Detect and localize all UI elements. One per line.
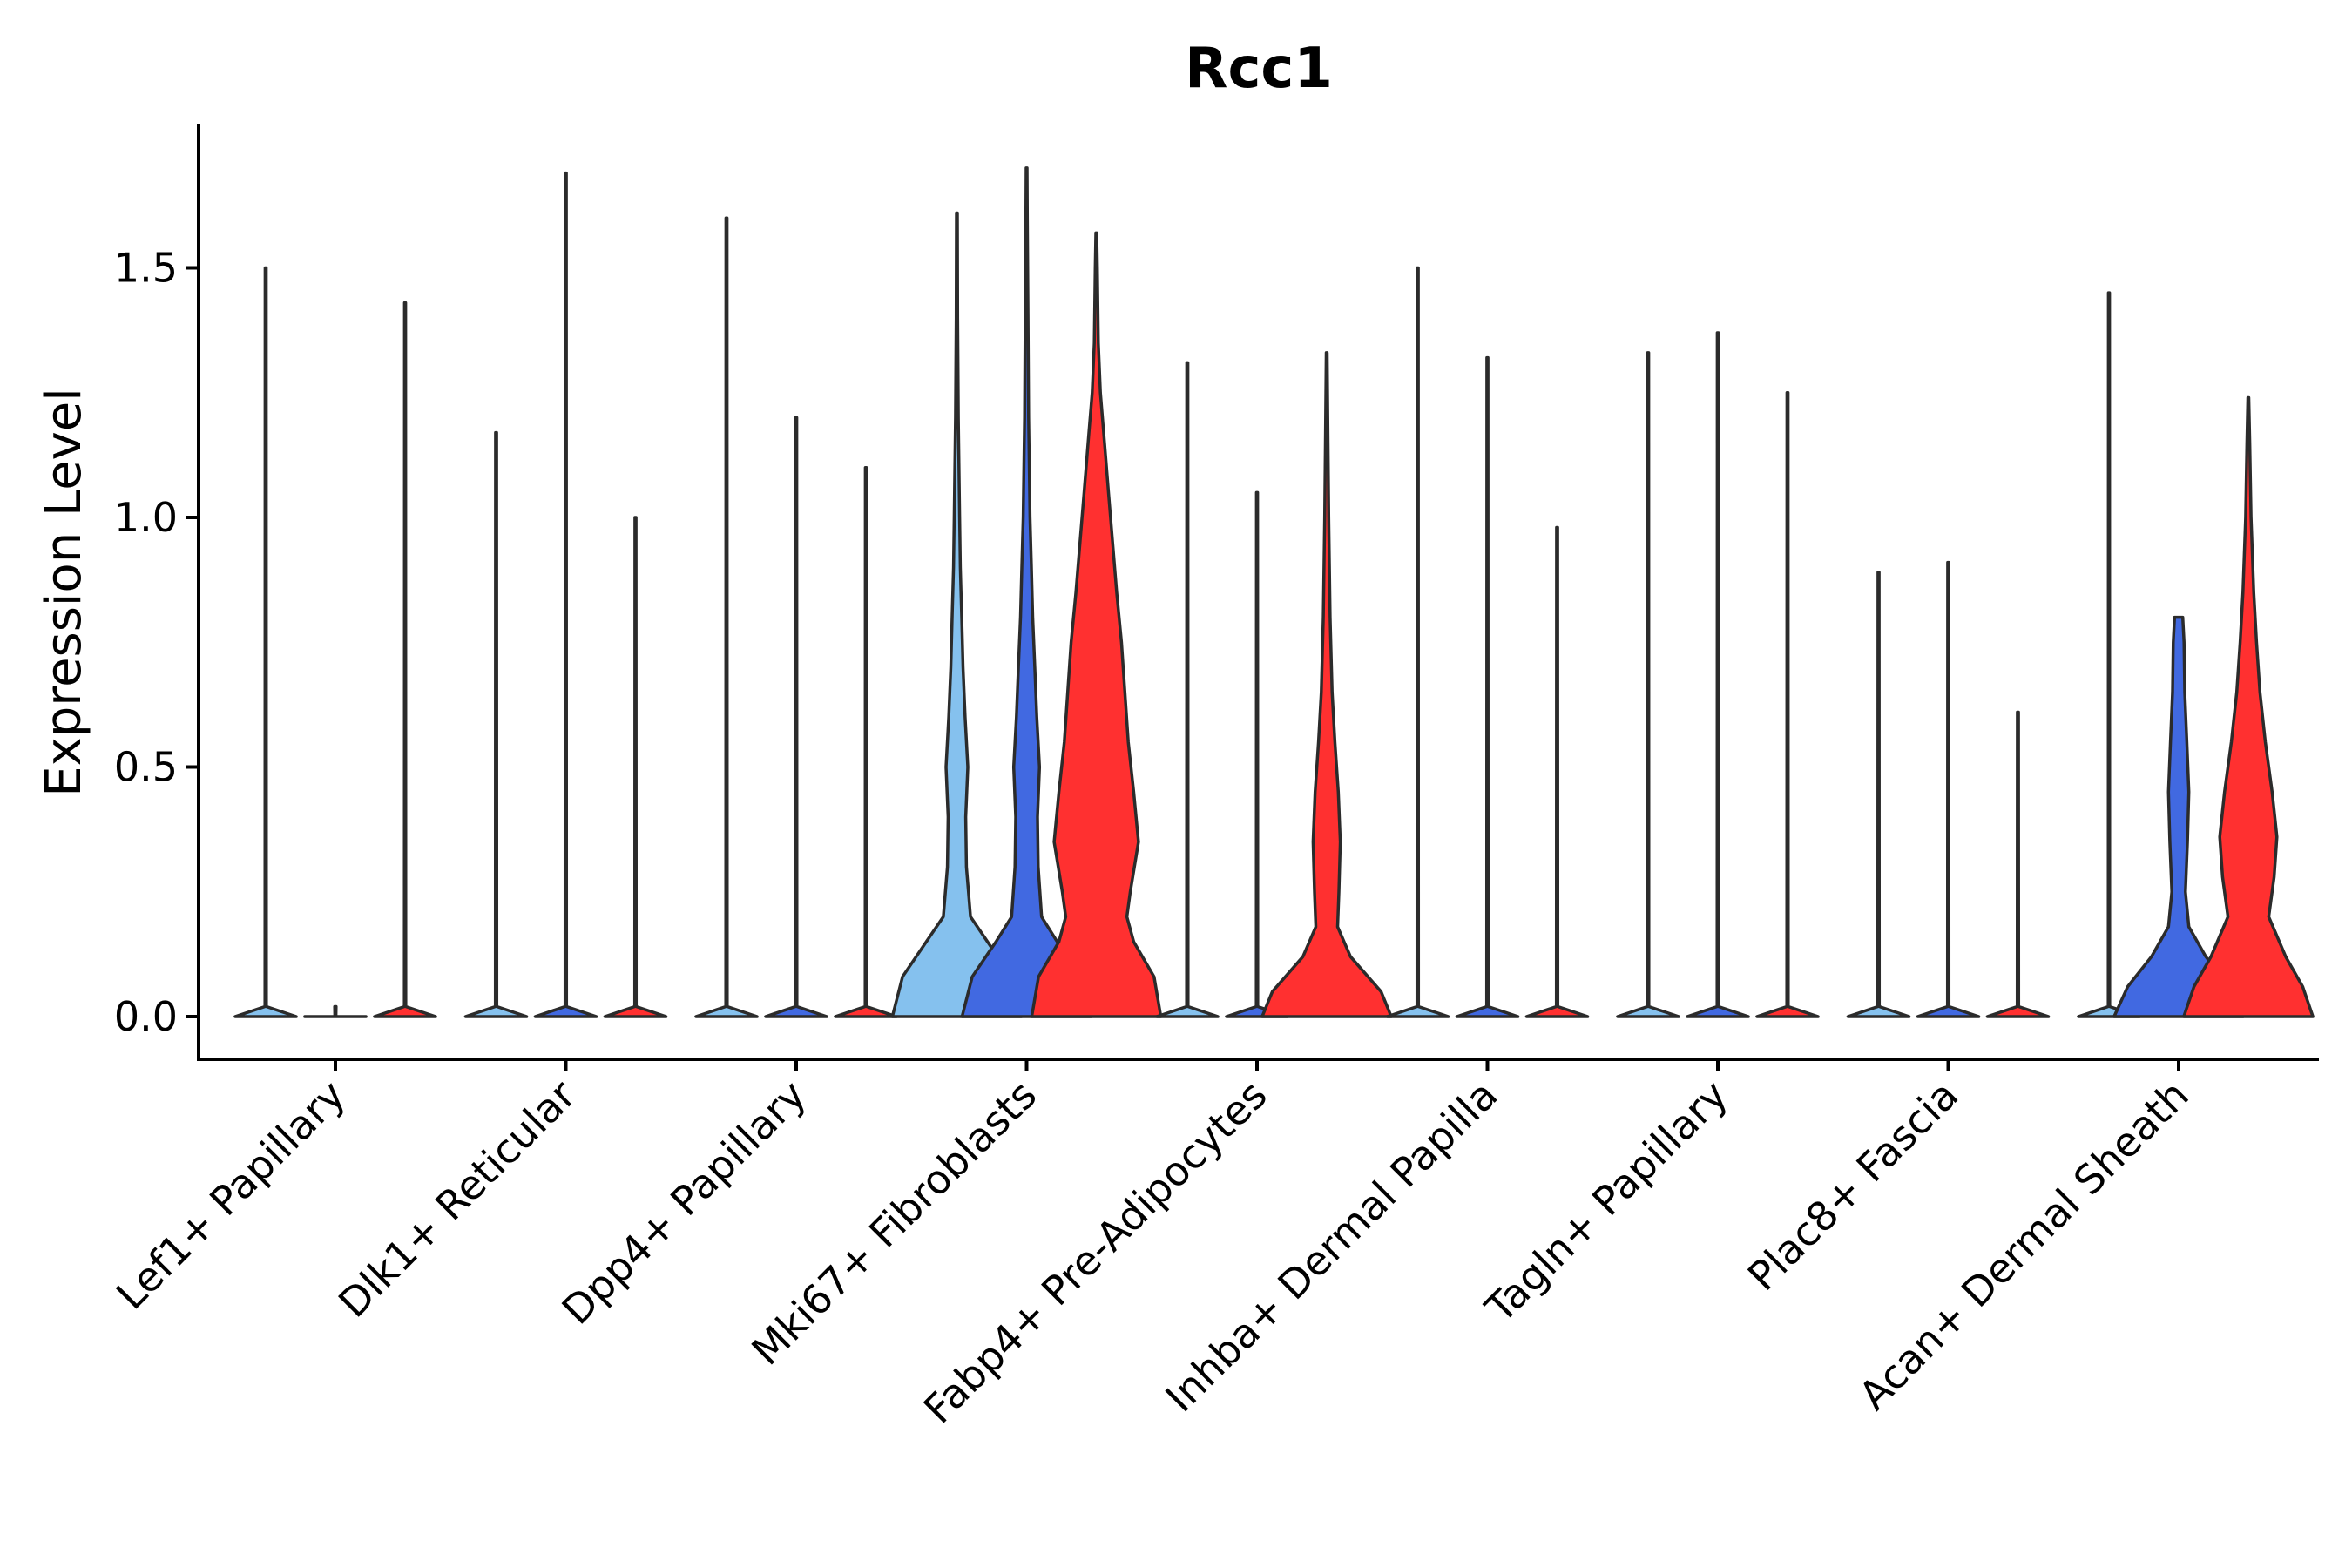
violin-group3 [1260, 351, 1393, 1018]
violin-group1 [233, 266, 298, 1018]
violin-group3 [1030, 231, 1163, 1018]
violin-group1 [2077, 291, 2141, 1018]
x-tick-label: Plac8+ Fascia [1739, 1071, 1967, 1300]
y-tick-label: 1.5 [114, 245, 178, 292]
y-axis-label: Expression Level [36, 388, 92, 797]
violin-group2 [533, 171, 598, 1018]
violin-group3 [1985, 710, 2051, 1018]
x-tick-label: Dpp4+ Papillary [553, 1071, 815, 1334]
violin-group2 [764, 416, 828, 1018]
violin-group2 [1686, 331, 1750, 1018]
y-tick-label: 0.0 [114, 993, 178, 1040]
violin-group1 [694, 216, 759, 1018]
violin-group2 [960, 166, 1093, 1018]
violin-group3 [1524, 525, 1590, 1018]
y-tick-label: 0.5 [114, 744, 178, 791]
violin-group1 [1155, 361, 1220, 1018]
violin-group2 [303, 1004, 368, 1018]
violin-group1 [1385, 266, 1450, 1018]
violin-group1 [463, 430, 529, 1018]
violin-group2 [1455, 355, 1520, 1018]
chart-title: Rcc1 [1185, 37, 1333, 101]
violin-group1 [1846, 571, 1911, 1018]
violin-group1 [1616, 351, 1680, 1018]
x-tick-label: Lef1+ Papillary [107, 1071, 355, 1319]
x-tick-label: Dlk1+ Reticular [329, 1071, 585, 1327]
y-axis-ticks: 0.0 0.5 1.0 1.5 [114, 245, 199, 1040]
violin-group2 [1916, 560, 1981, 1018]
violin-group1 [890, 211, 1024, 1018]
violin-group2 [2112, 615, 2245, 1018]
violin-group2 [1225, 490, 1289, 1018]
x-tick-label: Tagln+ Papillary [1476, 1071, 1737, 1333]
plot-area [233, 166, 2315, 1018]
violin-group3 [2182, 395, 2315, 1018]
violin-group3 [834, 465, 898, 1018]
violin-group3 [603, 516, 668, 1018]
y-tick-label: 1.0 [114, 494, 178, 541]
violin-group3 [373, 301, 437, 1018]
violin-group3 [1755, 391, 1820, 1018]
